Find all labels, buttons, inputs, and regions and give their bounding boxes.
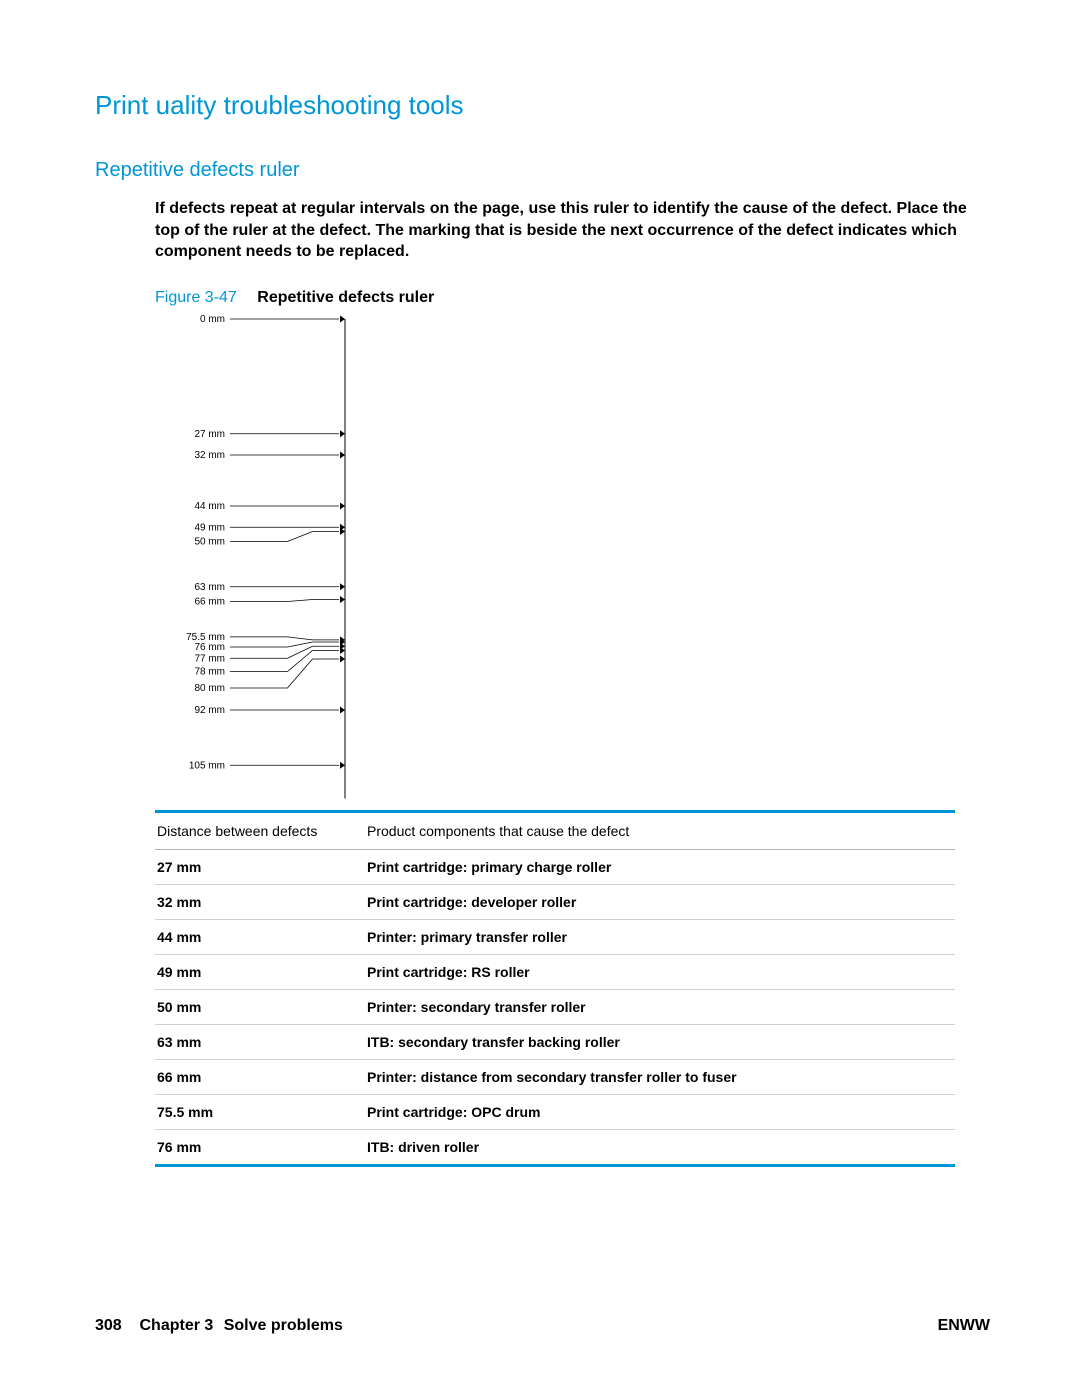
cell-distance: 63 mm [155, 1025, 365, 1060]
table-header-row: Distance between defects Product compone… [155, 812, 955, 850]
table-row: 75.5 mmPrint cartridge: OPC drum [155, 1095, 955, 1130]
ruler-svg: 0 mm 27 mm 32 mm 44 mm 49 mm 50 mm 63 mm 66 mm 7… [155, 313, 475, 807]
footer-left: 308 Chapter 3 Solve problems [95, 1317, 343, 1335]
svg-text:50 mm: 50 mm [194, 536, 225, 547]
table-row: 49 mmPrint cartridge: RS roller [155, 955, 955, 990]
table-header-component: Product components that cause the defect [365, 812, 955, 850]
svg-text:66 mm: 66 mm [194, 596, 225, 607]
table-row: 63 mmITB: secondary transfer backing rol… [155, 1025, 955, 1060]
cell-component: Print cartridge: primary charge roller [365, 850, 955, 885]
defects-table: Distance between defects Product compone… [155, 810, 955, 1167]
table-row: 76 mmITB: driven roller [155, 1130, 955, 1166]
cell-component: Print cartridge: developer roller [365, 885, 955, 920]
chapter-label: Chapter 3 [139, 1317, 213, 1334]
svg-text:32 mm: 32 mm [194, 450, 225, 461]
table-row: 66 mmPrinter: distance from secondary tr… [155, 1060, 955, 1095]
svg-text:44 mm: 44 mm [194, 501, 225, 512]
intro-paragraph: If defects repeat at regular intervals o… [155, 198, 990, 263]
cell-component: ITB: secondary transfer backing roller [365, 1025, 955, 1060]
table-header-distance: Distance between defects [155, 812, 365, 850]
table-row: 44 mmPrinter: primary transfer roller [155, 920, 955, 955]
cell-distance: 75.5 mm [155, 1095, 365, 1130]
cell-distance: 32 mm [155, 885, 365, 920]
page-number: 308 [95, 1317, 122, 1334]
cell-distance: 49 mm [155, 955, 365, 990]
cell-component: Printer: distance from secondary transfe… [365, 1060, 955, 1095]
page-title: Print uality troubleshooting tools [95, 90, 990, 121]
svg-text:80 mm: 80 mm [194, 683, 225, 694]
svg-text:76 mm: 76 mm [194, 642, 225, 653]
cell-component: Printer: secondary transfer roller [365, 990, 955, 1025]
chapter-title: Solve problems [224, 1317, 343, 1334]
svg-text:92 mm: 92 mm [194, 705, 225, 716]
svg-text:77 mm: 77 mm [194, 653, 225, 664]
ruler-diagram: 0 mm 27 mm 32 mm 44 mm 49 mm 50 mm 63 mm 66 mm 7… [155, 313, 715, 807]
cell-component: Printer: primary transfer roller [365, 920, 955, 955]
table-row: 50 mmPrinter: secondary transfer roller [155, 990, 955, 1025]
cell-distance: 50 mm [155, 990, 365, 1025]
figure-label: Figure 3-47 [155, 289, 237, 306]
svg-text:63 mm: 63 mm [194, 582, 225, 593]
figure-caption: Repetitive defects ruler [257, 289, 434, 306]
cell-distance: 27 mm [155, 850, 365, 885]
svg-text:27 mm: 27 mm [194, 429, 225, 440]
page-footer: 308 Chapter 3 Solve problems ENWW [95, 1317, 990, 1335]
cell-distance: 66 mm [155, 1060, 365, 1095]
table-row: 32 mmPrint cartridge: developer roller [155, 885, 955, 920]
svg-text:49 mm: 49 mm [194, 522, 225, 533]
footer-right: ENWW [938, 1317, 990, 1335]
section-title: Repetitive defects ruler [95, 159, 990, 182]
svg-text:78 mm: 78 mm [194, 666, 225, 677]
cell-distance: 76 mm [155, 1130, 365, 1166]
figure-heading: Figure 3-47 Repetitive defects ruler [155, 289, 990, 307]
cell-component: ITB: driven roller [365, 1130, 955, 1166]
table-row: 27 mmPrint cartridge: primary charge rol… [155, 850, 955, 885]
svg-text:0 mm: 0 mm [200, 314, 225, 325]
cell-component: Print cartridge: RS roller [365, 955, 955, 990]
cell-component: Print cartridge: OPC drum [365, 1095, 955, 1130]
cell-distance: 44 mm [155, 920, 365, 955]
svg-text:105 mm: 105 mm [189, 760, 225, 771]
